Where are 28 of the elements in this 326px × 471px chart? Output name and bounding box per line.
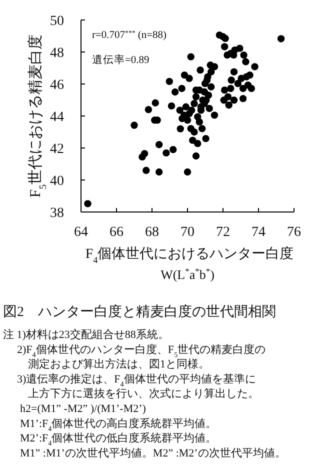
text: W(L$^{*}$a$^{*}$b$^{*}$) [160,266,214,282]
text: 上方下方に選抜を行い、次式により算出した。 [28,387,259,400]
y-tick-label: 44 [50,110,64,125]
text: 測定および算出方法は、図1と同様。 [28,358,210,371]
x-tick-label: 68 [145,225,159,240]
x-tick-label: 66 [110,225,124,240]
text: M1’:F$_{4}$個体世代の高白度系統群平均値。 [20,416,217,433]
annotation: r=0.707$^{***}$ (n=88) [92,30,168,41]
x-tick-label: 64 [74,225,88,240]
x-tick-label: 72 [216,225,230,240]
x-tick-label: 70 [180,225,194,240]
x-tick-label: 76 [287,225,301,240]
y-tick-label: 40 [50,174,64,189]
x-axis-title: F$_{4}$個体世代におけるハンター白度 [85,246,294,265]
y-tick-label: 48 [50,46,64,61]
text: M2’:F$_{4}$個体世代の低白度系統群平均値。 [20,432,217,448]
y-tick-label: 38 [50,206,64,221]
x-tick-label: 74 [252,225,266,240]
text: 図2 ハンター白度と精麦白度の世代間相関 [3,304,276,320]
text: 注 1)材料は23交配組合せ88系統。 [3,328,169,341]
y-tick-label: 42 [50,142,64,157]
text: 3)遺伝率の推定は、F$_{4}$個体世代の平均値を基準に [17,372,256,388]
text: h2=(M1” -M2” )/(M1’-M2’) [20,403,146,415]
y-tick-label: 50 [50,14,64,29]
annotation: 遺伝率=0.89 [92,53,150,66]
text: M1” :M1’の次世代平均値。M2” :M2’の次世代平均値。 [20,446,286,460]
y-tick-label: 46 [50,78,64,93]
text: 2)F$_{4}$個体世代のハンター白度、F$_{5}$世代の精麦白度の [17,342,266,359]
